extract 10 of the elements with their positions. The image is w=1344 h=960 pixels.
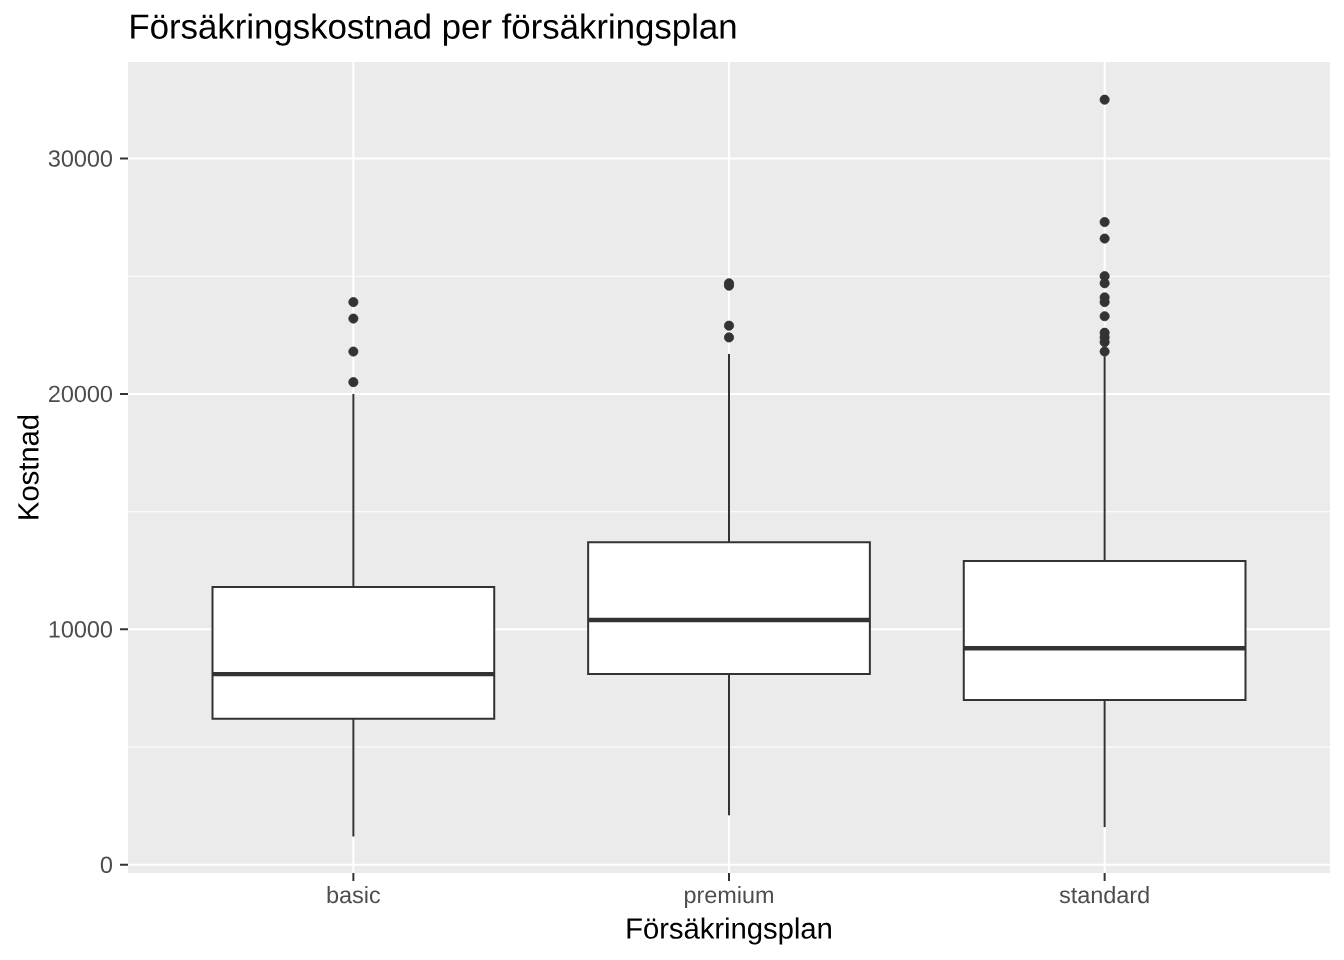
- y-tick-label: 30000: [48, 150, 113, 167]
- x-tick-label: premium: [685, 886, 773, 908]
- y-tick-label: 20000: [49, 385, 113, 403]
- y-axis-title: Kostnad: [17, 415, 39, 519]
- x-axis-title: Försäkringsplan: [627, 917, 831, 945]
- y-tick-label: 0: [100, 856, 113, 874]
- chart-title: Försäkringskostnad per försäkringsplan: [131, 13, 736, 46]
- y-tick-label: 10000: [49, 621, 113, 638]
- x-tick-label: basic: [327, 886, 381, 904]
- x-tick-label: standard: [1059, 886, 1149, 904]
